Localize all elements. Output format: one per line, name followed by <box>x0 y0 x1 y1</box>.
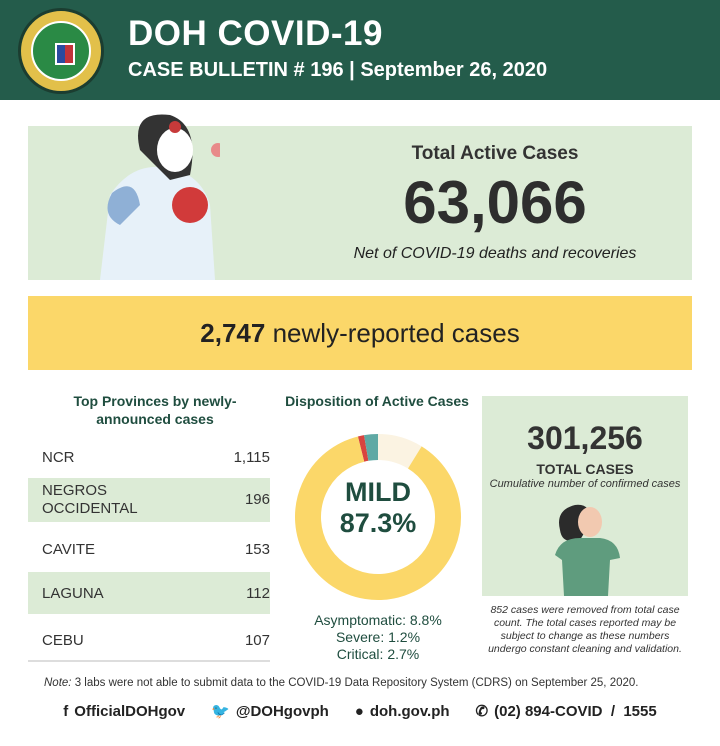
province-name: CEBU <box>42 631 84 649</box>
twitter-handle: @DOHgovph <box>235 702 329 720</box>
province-name: NEGROS OCCIDENTAL <box>42 482 138 517</box>
twitter-icon: 🐦 <box>211 703 230 720</box>
mild-value: 87.3% <box>339 508 417 538</box>
woman-illustration <box>555 504 620 596</box>
donut-center-label: MILD 87.3% <box>293 477 463 539</box>
province-row: NEGROS OCCIDENTAL 196 <box>28 478 270 522</box>
province-value: 1,115 <box>233 448 270 466</box>
donut-slice-severe <box>357 435 369 462</box>
donut-slice-mild <box>295 436 461 600</box>
total-cases-value: 301,256 <box>527 420 643 456</box>
province-row: CEBU 107 <box>28 620 270 662</box>
website-link[interactable]: ● doh.gov.ph <box>355 702 450 720</box>
facebook-link[interactable]: f OfficialDOHgov <box>63 702 185 720</box>
bulletin-subtitle: CASE BULLETIN # 196 | September 26, 2020 <box>128 59 548 81</box>
page-title: DOH COVID-19 <box>128 14 383 53</box>
website-url: doh.gov.ph <box>369 702 450 720</box>
removed-cases-note: 852 cases were removed from total case c… <box>488 604 682 655</box>
mild-label: MILD <box>345 477 411 507</box>
globe-icon: ● <box>354 702 364 720</box>
note-text: 3 labs were not able to submit data to t… <box>71 677 639 689</box>
province-row: NCR 1,115 <box>28 438 270 476</box>
province-name: NCR <box>42 448 75 466</box>
active-cases-label: Total Active Cases <box>411 143 579 164</box>
note-prefix: Note: <box>44 677 72 689</box>
footer-note: Note: 3 labs were not able to submit dat… <box>44 677 684 689</box>
legend-asymptomatic: Asymptomatic: 8.8% <box>314 612 442 628</box>
province-value: 107 <box>244 631 270 649</box>
new-cases-value: 2,747 <box>200 318 266 348</box>
disposition-title: Disposition of Active Cases <box>285 393 469 409</box>
phone-number: (02) 894-COVID / 1555 <box>494 702 657 720</box>
phone-icon: ✆ <box>475 703 489 720</box>
phone-link[interactable]: ✆ (02) 894-COVID / 1555 <box>475 702 657 721</box>
facebook-icon: f <box>63 702 69 720</box>
total-cases-note: Cumulative number of confirmed cases <box>489 478 681 490</box>
coughing-woman-illustration <box>100 114 220 280</box>
provinces-title: Top Provinces by newly-announced cases <box>73 393 237 427</box>
total-cases-label: TOTAL CASES <box>536 461 634 477</box>
contacts-bar: f OfficialDOHgov 🐦 @DOHgovph ● doh.gov.ph ✆… <box>0 702 720 721</box>
active-cases-note: Net of COVID-19 deaths and recoveries <box>353 245 637 262</box>
donut-slice-asymptomatic <box>377 434 422 469</box>
province-value: 112 <box>246 584 270 602</box>
province-row: CAVITE 153 <box>28 530 270 568</box>
province-name: LAGUNA <box>42 584 104 602</box>
new-cases-label: newly-reported cases <box>272 318 520 348</box>
facebook-handle: OfficialDOHgov <box>74 702 186 720</box>
legend-critical: Critical: 2.7% <box>336 646 420 662</box>
province-row: LAGUNA 112 <box>28 572 270 614</box>
donut-slice-critical <box>364 433 379 461</box>
province-value: 153 <box>244 540 270 558</box>
header <box>0 0 720 100</box>
active-cases-value: 63,066 <box>403 169 587 236</box>
legend-severe: Severe: 1.2% <box>335 629 421 645</box>
province-name: CAVITE <box>42 540 96 558</box>
doh-seal-logo <box>18 8 104 94</box>
twitter-link[interactable]: 🐦 @DOHgovph <box>211 702 329 721</box>
province-value: 196 <box>244 491 270 508</box>
disposition-donut-chart <box>295 433 461 600</box>
new-cases-banner: 2,747 newly-reported cases <box>28 296 692 370</box>
